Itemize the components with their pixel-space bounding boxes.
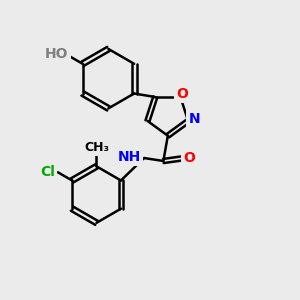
Text: O: O: [183, 151, 195, 165]
Text: O: O: [176, 87, 188, 101]
Text: Cl: Cl: [40, 165, 55, 179]
Text: CH₃: CH₃: [84, 141, 109, 154]
Text: NH: NH: [118, 149, 141, 164]
Text: N: N: [188, 112, 200, 127]
Text: HO: HO: [45, 47, 68, 61]
